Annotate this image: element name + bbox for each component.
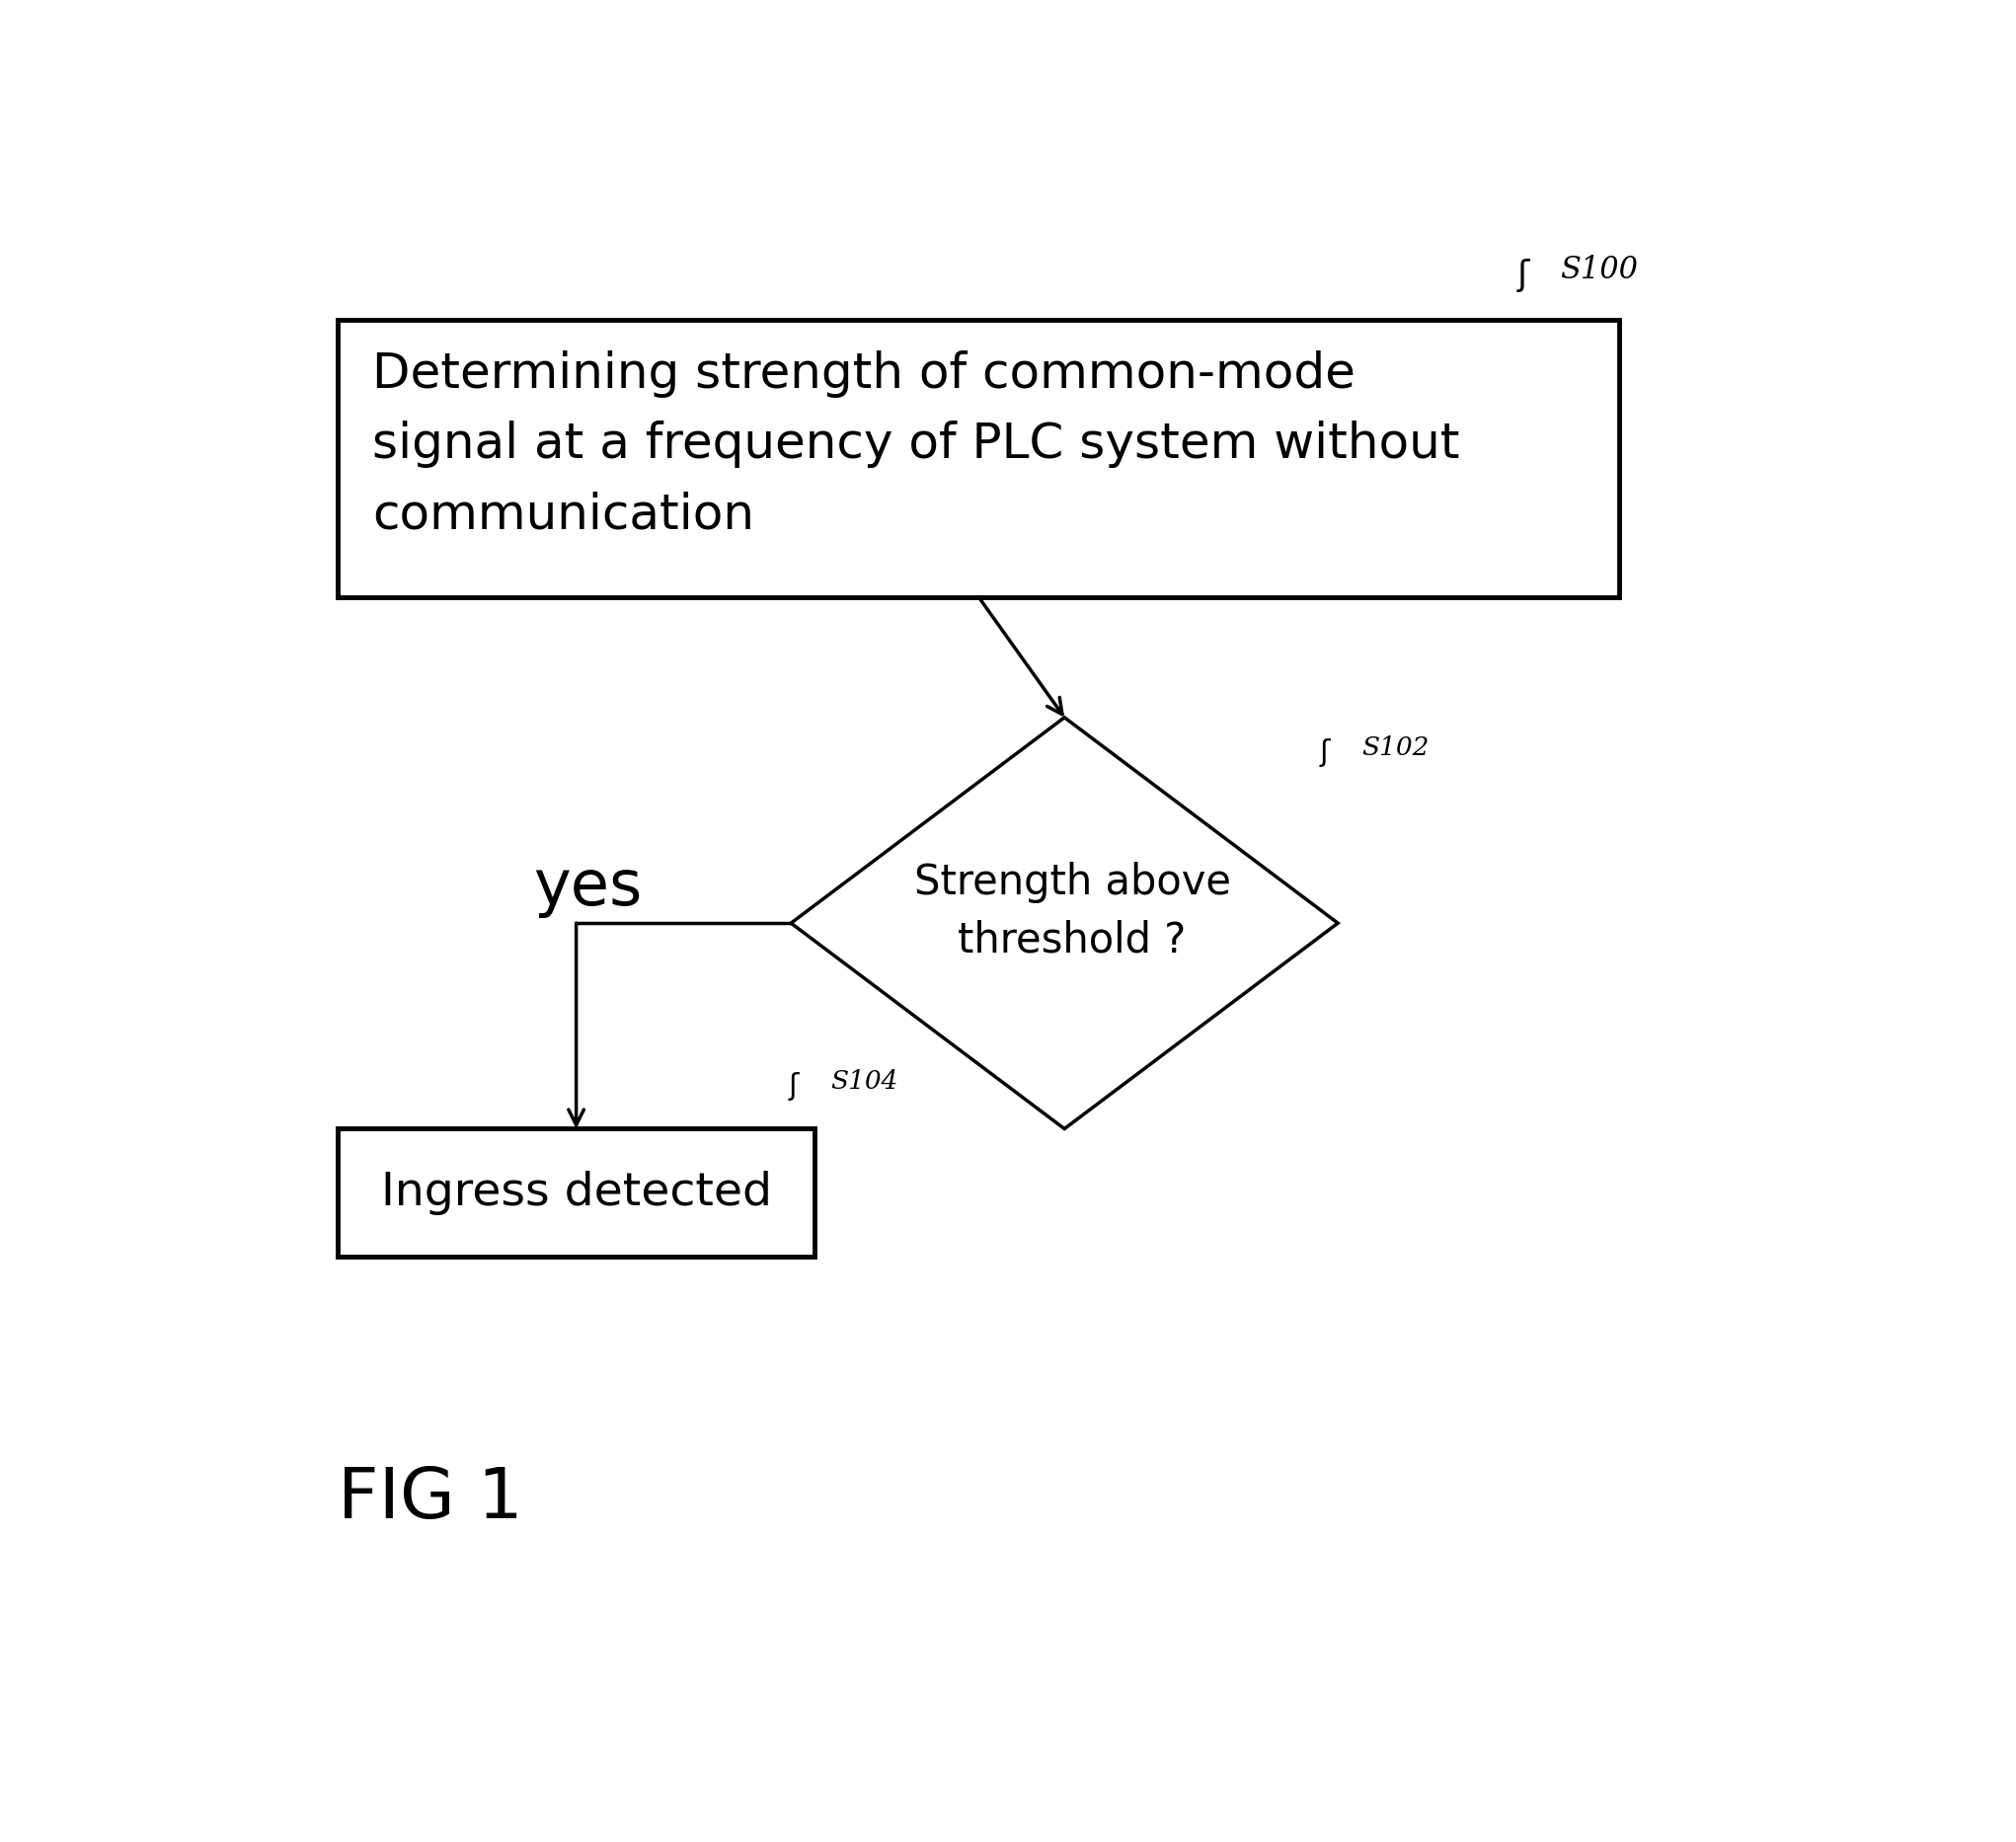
Polygon shape [790, 718, 1339, 1129]
Text: S104: S104 [831, 1068, 897, 1094]
Text: Ingress detected: Ingress detected [381, 1170, 772, 1216]
Text: Strength above
threshold ?: Strength above threshold ? [913, 862, 1230, 962]
Text: yes: yes [534, 857, 643, 919]
Bar [339, 1129, 814, 1256]
Text: FIG 1: FIG 1 [339, 1464, 524, 1533]
Text: ʃ: ʃ [1518, 258, 1530, 293]
Text: ʃ: ʃ [788, 1072, 798, 1100]
Text: S102: S102 [1361, 735, 1429, 761]
Text: Determining strength of common-mode
signal at a frequency of PLC system without
: Determining strength of common-mode sign… [373, 350, 1460, 538]
Bar [339, 321, 1619, 597]
Text: S100: S100 [1560, 254, 1637, 286]
Text: ʃ: ʃ [1318, 739, 1329, 766]
